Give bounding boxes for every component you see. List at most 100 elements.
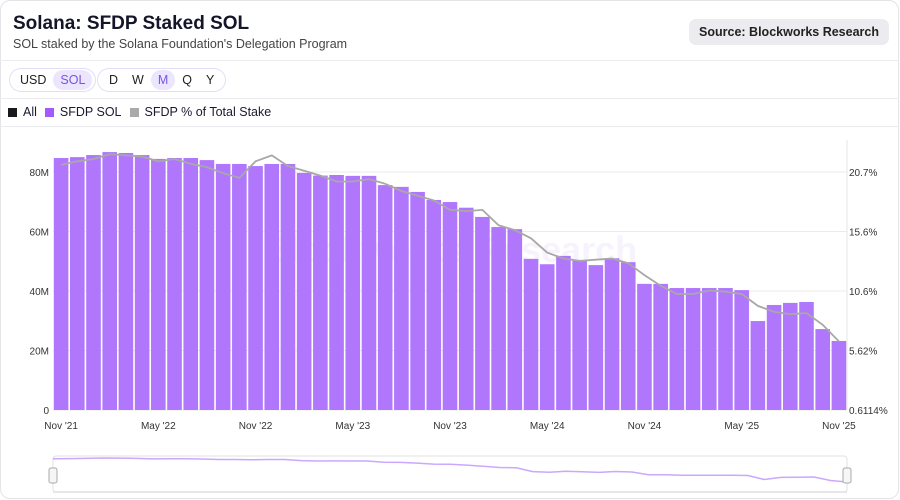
- bar[interactable]: [491, 227, 506, 410]
- bar[interactable]: [426, 199, 442, 410]
- y-right-tick: 20.7%: [849, 168, 877, 179]
- bar[interactable]: [701, 288, 717, 410]
- y-left-tick: 20M: [30, 347, 49, 358]
- bar[interactable]: [620, 262, 636, 410]
- bar[interactable]: [329, 174, 344, 410]
- navigator-track: [53, 491, 847, 493]
- x-tick: Nov '25: [822, 421, 856, 432]
- bar[interactable]: [167, 158, 182, 410]
- bar[interactable]: [199, 160, 215, 410]
- bar[interactable]: [151, 158, 166, 410]
- bar[interactable]: [264, 163, 280, 410]
- navigator[interactable]: [48, 455, 852, 493]
- legend-label: All: [23, 105, 37, 119]
- legend-sfdp-pct[interactable]: SFDP % of Total Stake: [129, 105, 272, 119]
- bar[interactable]: [685, 288, 701, 410]
- x-tick: Nov '22: [239, 421, 273, 432]
- bar[interactable]: [442, 202, 458, 410]
- toggle-sol[interactable]: SOL: [53, 70, 93, 90]
- bar[interactable]: [556, 255, 571, 410]
- bar[interactable]: [799, 302, 814, 410]
- interval-toggle: D W M Q Y: [97, 68, 227, 92]
- navigator-frame: [52, 455, 848, 493]
- chart-title: Solana: SFDP Staked SOL: [13, 13, 250, 34]
- navigator-series: [52, 457, 848, 483]
- y-right-tick: 0.6114%: [849, 406, 888, 417]
- legend-swatch: [8, 107, 17, 117]
- legend-label: SFDP SOL: [59, 105, 122, 119]
- bar[interactable]: [782, 302, 798, 410]
- legend-sfdp-sol[interactable]: SFDP SOL: [44, 105, 122, 119]
- bar[interactable]: [102, 152, 118, 410]
- bar[interactable]: [394, 186, 409, 410]
- bar[interactable]: [588, 265, 604, 410]
- x-tick: May '23: [335, 421, 370, 432]
- bar[interactable]: [183, 158, 199, 410]
- legend-all[interactable]: All: [8, 105, 37, 119]
- bar[interactable]: [734, 290, 749, 410]
- bar[interactable]: [248, 166, 263, 410]
- divider: [0, 126, 899, 127]
- bar[interactable]: [507, 229, 523, 410]
- source-button[interactable]: Source: Blockworks Research: [689, 19, 889, 45]
- legend-swatch: [129, 107, 139, 117]
- y-left-tick: 80M: [30, 168, 49, 179]
- bar[interactable]: [750, 321, 766, 410]
- toggle-m[interactable]: M: [150, 70, 176, 90]
- bar[interactable]: [313, 175, 328, 410]
- bar[interactable]: [377, 185, 393, 410]
- bar[interactable]: [232, 163, 247, 410]
- bar[interactable]: [523, 258, 539, 410]
- bar[interactable]: [572, 260, 587, 410]
- bar[interactable]: [604, 258, 620, 410]
- bar[interactable]: [718, 288, 733, 410]
- bar[interactable]: [669, 288, 685, 410]
- y-left-tick: 40M: [30, 287, 49, 298]
- bar[interactable]: [53, 158, 69, 410]
- y-left-tick: 0: [43, 406, 49, 417]
- toggle-w[interactable]: W: [132, 73, 144, 87]
- y-right-tick: 5.62%: [849, 347, 877, 358]
- legend-label: SFDP % of Total Stake: [144, 105, 272, 119]
- legend-swatch: [44, 107, 54, 117]
- y-right-tick: 15.6%: [849, 228, 877, 239]
- pct-line: [60, 153, 840, 343]
- bar[interactable]: [653, 283, 668, 410]
- y-left-tick: 60M: [30, 228, 49, 239]
- bar[interactable]: [475, 216, 490, 410]
- bar[interactable]: [215, 163, 231, 410]
- bar[interactable]: [458, 207, 474, 410]
- bar[interactable]: [361, 175, 377, 410]
- x-tick: May '22: [141, 421, 176, 432]
- navigator-handle[interactable]: [48, 467, 58, 484]
- bar[interactable]: [134, 155, 150, 410]
- x-tick: May '24: [530, 421, 565, 432]
- divider: [0, 98, 899, 99]
- navigator-handle[interactable]: [842, 467, 852, 484]
- toggle-d[interactable]: D: [109, 73, 119, 87]
- toggle-q[interactable]: Q: [182, 73, 192, 87]
- toggle-usd[interactable]: USD: [20, 73, 47, 87]
- bar[interactable]: [345, 175, 361, 410]
- bar[interactable]: [539, 264, 555, 410]
- x-tick: Nov '23: [433, 421, 467, 432]
- legend: All SFDP SOL SFDP % of Total Stake: [8, 105, 271, 119]
- bar[interactable]: [70, 157, 85, 410]
- toggle-y[interactable]: Y: [206, 73, 215, 87]
- bar[interactable]: [280, 163, 296, 410]
- y-right-tick: 10.6%: [849, 287, 877, 298]
- bar[interactable]: [86, 155, 101, 410]
- bar[interactable]: [118, 152, 134, 410]
- x-tick: Nov '21: [44, 421, 78, 432]
- bar[interactable]: [766, 304, 782, 410]
- bar[interactable]: [831, 340, 847, 410]
- bar[interactable]: [296, 172, 312, 410]
- chart-subtitle: SOL staked by the Solana Foundation's De…: [13, 37, 348, 51]
- x-tick: May '25: [724, 421, 759, 432]
- bar[interactable]: [637, 283, 652, 410]
- bar[interactable]: [410, 191, 425, 410]
- currency-toggle: USD SOL: [9, 68, 97, 92]
- divider: [0, 60, 899, 61]
- bar[interactable]: [815, 329, 830, 410]
